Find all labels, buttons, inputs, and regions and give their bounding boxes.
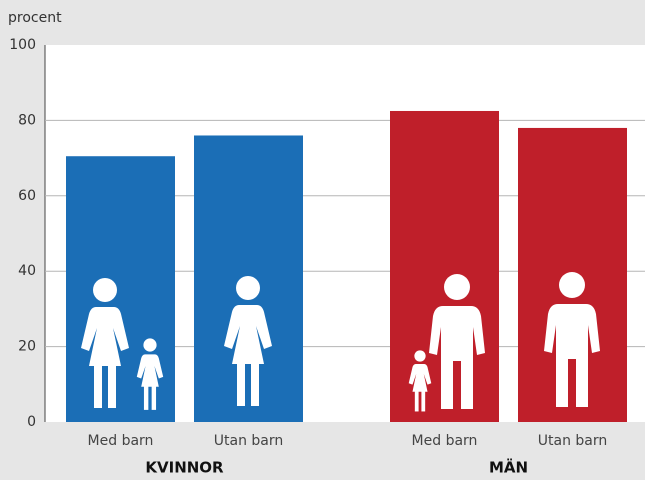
y-tick-label: 60 <box>18 188 36 204</box>
x-tick-label: Med barn <box>412 433 478 449</box>
y-tick-label: 40 <box>18 263 36 279</box>
y-tick-label: 20 <box>18 339 36 355</box>
y-tick-label: 100 <box>9 37 36 53</box>
group-label: MÄN <box>489 458 528 477</box>
y-tick-label: 0 <box>27 414 36 430</box>
y-axis-label: procent <box>8 10 62 26</box>
x-tick-label: Utan barn <box>214 433 284 449</box>
x-tick-label: Utan barn <box>538 433 608 449</box>
group-label: KVINNOR <box>145 459 224 477</box>
bar <box>66 156 175 422</box>
y-tick-label: 80 <box>18 112 36 128</box>
x-tick-label: Med barn <box>88 433 154 449</box>
